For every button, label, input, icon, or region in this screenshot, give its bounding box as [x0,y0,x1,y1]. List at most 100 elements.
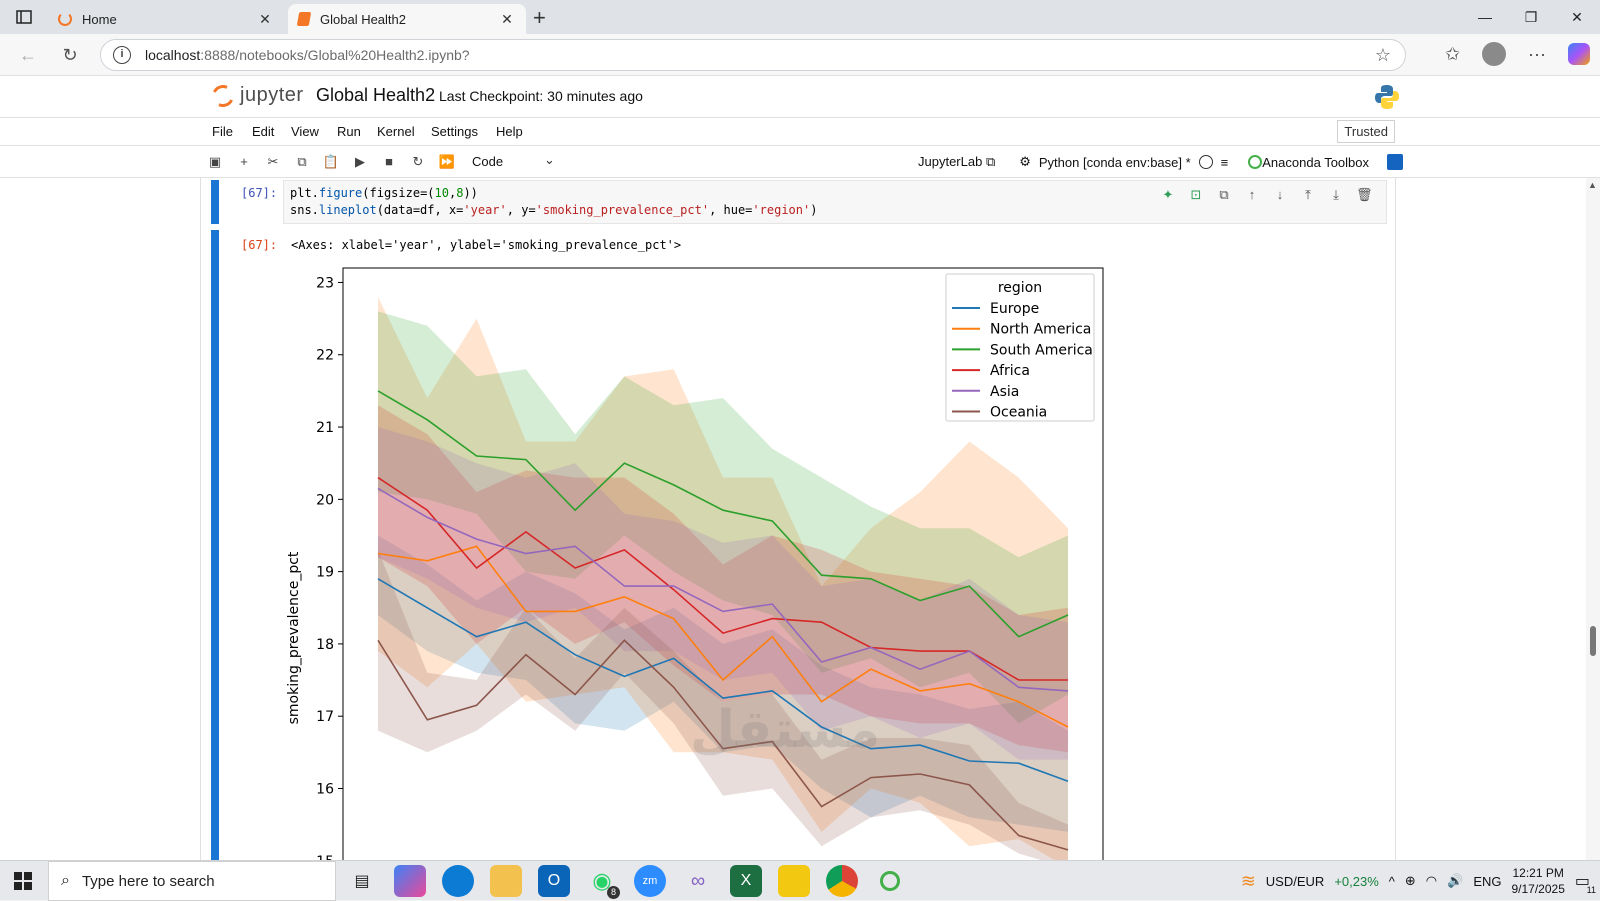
refresh-icon[interactable]: ↻ [62,45,78,65]
scroll-up-icon[interactable]: ▲ [1588,180,1597,190]
browser-tab-strip: Home ✕ Global Health2 ✕ + — ❐ ✕ [0,0,1600,34]
code-cell[interactable]: [67]: plt.figure(figsize=(10,8)) sns.lin… [211,180,1387,224]
ticker-label[interactable]: USD/EUR [1265,873,1325,889]
windows-start-icon[interactable] [14,872,32,890]
close-window-icon[interactable]: ✕ [1571,9,1583,25]
copy-icon[interactable]: ⧉ [297,154,307,169]
fast-forward-icon[interactable]: ⏩ [438,154,456,169]
move-up-icon[interactable]: ↑ [1248,187,1256,202]
profile-avatar[interactable] [1482,42,1507,66]
clock[interactable]: 12:21 PM 9/17/2025 [1511,865,1564,897]
move-down-icon[interactable]: ↓ [1276,187,1284,202]
browser-tab-global-health[interactable]: Global Health2 ✕ [288,4,526,34]
notification-icon[interactable]: ▭ 11 [1574,873,1596,895]
menu-run[interactable]: Run [337,124,361,139]
jupyterlab-link[interactable]: JupyterLab ⧉ [918,154,996,169]
run-icon[interactable]: ▶ [355,154,365,169]
edge-icon[interactable] [442,865,474,897]
kernel-name[interactable]: Python [conda env:base] * [1038,154,1191,170]
language-indicator[interactable]: ENG [1473,873,1502,889]
favorite-star-icon[interactable]: ☆ [1374,44,1391,65]
output-collapse-bar[interactable] [211,230,219,860]
menu-file[interactable]: File [212,124,233,139]
power-bi-icon[interactable] [778,865,810,897]
python-logo-icon [1375,85,1399,109]
menu-edit[interactable]: Edit [252,124,275,139]
format-code-icon[interactable]: ⊡ [1190,187,1202,202]
whatsapp-icon[interactable]: ◉ 8 [586,865,620,899]
debugger-icon[interactable]: ⚙ [1019,154,1031,169]
copilot-icon[interactable] [1568,43,1590,65]
minimize-icon[interactable]: — [1478,9,1492,25]
confidence-band-south-america [378,311,1068,724]
tab-actions-icon[interactable] [10,6,38,28]
notebook-title[interactable]: Global Health2 [316,85,436,105]
back-arrow-icon[interactable]: ← [19,45,37,65]
taskbar-search[interactable]: ⌕ Type here to search [48,861,336,901]
menu-view[interactable]: View [291,124,319,139]
chevron-down-icon[interactable]: ⌄ [544,152,555,167]
menu-help[interactable]: Help [496,124,523,139]
trusted-badge[interactable]: Trusted [1337,120,1395,143]
copilot-app-icon[interactable] [394,865,426,897]
ai-sparkle-icon[interactable]: ✦ [1162,187,1174,202]
legend-box [945,273,1095,422]
menu-lines-icon[interactable]: ≡ [1220,154,1229,170]
y-tick-label: 16 [316,781,334,797]
insert-below-icon[interactable]: ⤓ [1333,187,1339,202]
close-tab-icon[interactable]: ✕ [501,10,513,27]
scroll-thumb[interactable] [1590,626,1596,656]
chevron-up-icon[interactable]: ^ [1388,873,1395,889]
task-view-icon[interactable]: ▤ [354,873,370,890]
system-tray: ≋ USD/EUR +0,23% ^ ⊕ ◠ 🔊 ENG 12:21 PM 9/… [1241,861,1600,901]
visual-studio-icon[interactable]: ∞ [690,869,706,892]
duplicate-icon[interactable]: ⧉ [1219,187,1229,202]
cell-type-select[interactable]: Code [472,154,504,169]
volume-icon[interactable]: 🔊 [1447,873,1464,888]
more-menu-icon[interactable]: ··· [1528,43,1546,64]
legend-entry: North America [990,322,1091,338]
tab-title: Global Health2 [320,11,406,27]
series-line-asia [377,487,1069,692]
paste-icon[interactable]: 📋 [322,154,340,169]
toc-icon[interactable] [1387,154,1404,170]
confidence-band-north-america [378,296,1068,860]
code-text: plt.figure(figsize=(10,8)) sns.lineplot(… [290,186,818,217]
menu-settings[interactable]: Settings [431,124,478,139]
outlook-icon[interactable]: O [538,865,570,897]
favorites-icon[interactable]: ✩ [1444,43,1461,64]
restart-icon[interactable]: ↻ [412,154,424,169]
menu-kernel[interactable]: Kernel [377,124,415,139]
chrome-icon[interactable] [826,865,858,897]
page-scrollbar[interactable]: ▲ [1586,178,1600,860]
anaconda-app-icon[interactable] [874,865,906,897]
anaconda-toolbox-label[interactable]: Anaconda Toolbox [1262,154,1370,170]
series-line-north-america [377,545,1069,728]
close-tab-icon[interactable]: ✕ [259,10,271,27]
url-host: localhost [145,47,201,63]
notebook-favicon-icon [296,12,312,26]
code-editor[interactable]: plt.figure(figsize=(10,8)) sns.lineplot(… [283,180,1387,224]
zoom-icon[interactable]: zm [634,865,666,897]
jupyter-logo[interactable]: jupyter [208,81,304,110]
restore-icon[interactable]: ❐ [1524,9,1538,25]
anaconda-icon [1248,155,1263,169]
save-icon[interactable]: ▣ [208,154,222,169]
url-bar[interactable]: i localhost:8888/notebooks/Global%20Heal… [100,39,1406,71]
y-tick-label: 18 [316,637,334,653]
network-icon[interactable]: ⊕ [1404,873,1416,888]
insert-cell-icon[interactable]: + [240,154,248,169]
delete-icon[interactable]: 🗑 [1356,187,1373,202]
browser-tab-home[interactable]: Home ✕ [48,4,284,34]
output-prompt: [67]: [241,238,278,252]
cut-icon[interactable]: ✂ [267,154,279,169]
excel-icon[interactable]: X [730,865,762,897]
wifi-icon[interactable]: ◠ [1425,873,1438,888]
file-explorer-icon[interactable] [490,865,522,897]
browser-toolbar-right: ✩ ··· [1445,42,1590,66]
site-info-icon[interactable]: i [113,46,131,64]
new-tab-button[interactable]: + [533,5,546,30]
insert-above-icon[interactable]: ⤒ [1305,187,1311,202]
y-tick-label: 21 [316,420,334,436]
stop-icon[interactable]: ■ [385,154,393,169]
